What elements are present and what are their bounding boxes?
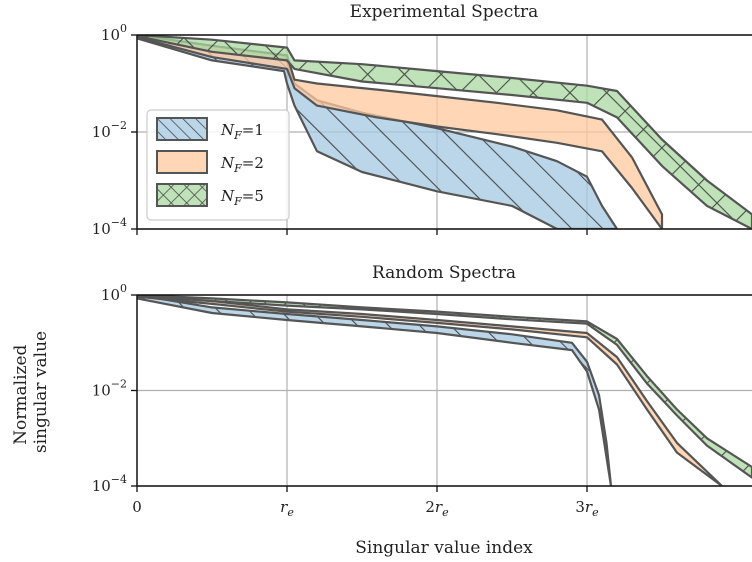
legend-swatch-hatch — [157, 184, 207, 206]
y-tick-exponent: 0 — [120, 22, 127, 35]
y-tick-label: 10−4 — [92, 473, 127, 495]
legend-entry: NF=1 — [156, 117, 264, 142]
y-tick-label: 10−4 — [92, 216, 127, 238]
series-n-f-2-band-outline — [137, 295, 724, 486]
series-n-f-2-band — [137, 35, 664, 229]
legend-label-rest: =2 — [242, 154, 264, 172]
legend-label: NF=1 — [220, 121, 264, 142]
legend-label-sub: F — [233, 162, 242, 175]
series-n-f-2-band-fill — [137, 35, 662, 229]
legend-swatch-hatch — [157, 118, 207, 140]
legend-label: NF=2 — [220, 154, 264, 175]
x-tick-label: 0 — [132, 498, 142, 516]
x-tick-subscript: e — [442, 506, 449, 519]
y-tick-exponent: −2 — [111, 378, 127, 391]
x-tick-symbol: r — [280, 498, 288, 516]
x-tick-symbol: r — [435, 498, 443, 516]
series-n-f-1-band-outline — [137, 295, 613, 486]
series-n-f-2-band — [137, 295, 724, 486]
y-tick-label: 100 — [101, 282, 127, 304]
x-tick-subscript: e — [592, 506, 599, 519]
y-tick-base: 10 — [101, 26, 120, 44]
x-tick-subscript: e — [287, 506, 294, 519]
legend: NF=1NF=2NF=5 — [146, 109, 290, 221]
x-tick-coef: 3 — [575, 498, 585, 516]
series-group — [137, 35, 752, 229]
series-n-f-5-band-outline — [137, 295, 752, 479]
legend-swatch-outline — [156, 183, 208, 207]
y-tick-exponent: −4 — [111, 216, 127, 229]
y-tick-exponent: −2 — [111, 119, 127, 132]
y-tick-exponent: −4 — [111, 473, 127, 486]
y-tick-base: 10 — [92, 477, 111, 495]
y-axis-label-line-2: singular value — [31, 331, 51, 453]
legend-label: NF=5 — [220, 187, 264, 208]
legend-swatch — [157, 151, 207, 173]
axes — [136, 294, 752, 492]
x-tick-coef: 2 — [425, 498, 435, 516]
chart-title: Random Spectra — [372, 263, 516, 283]
series-n-f-1-band — [137, 295, 613, 486]
legend-label-sub: F — [233, 129, 242, 142]
legend-label-sub: F — [233, 195, 242, 208]
x-tick-symbol: r — [585, 498, 593, 516]
series-n-f-2-band-outline — [137, 35, 664, 229]
y-axis-label-line-1: Normalized — [11, 344, 31, 444]
legend-label-main: N — [220, 121, 235, 139]
series-n-f-5-band — [137, 35, 752, 229]
legend-swatch-outline — [156, 117, 208, 141]
y-axis-label: Normalized singular value — [11, 331, 51, 453]
y-tick-exponent: 0 — [120, 282, 127, 295]
y-tick-base: 10 — [92, 220, 111, 238]
x-tick-label: 3re — [575, 498, 599, 519]
x-tick-label: re — [280, 498, 294, 519]
chart-title: Experimental Spectra — [350, 2, 539, 22]
legend-label-main: N — [220, 187, 235, 205]
series-n-f-5-band-hatch — [137, 35, 752, 229]
y-tick-base: 10 — [92, 123, 111, 141]
legend-label-rest: =5 — [242, 187, 264, 205]
x-tick-labels: 0 re 2re 3re — [132, 498, 599, 519]
series-n-f-5-band-outline — [137, 35, 752, 229]
series-n-f-1-band-hatch — [137, 35, 617, 229]
x-tick-label: 2re — [425, 498, 449, 519]
legend-label-main: N — [220, 154, 235, 172]
x-axis-label: Singular value index — [355, 538, 533, 558]
y-tick-label: 10−2 — [92, 119, 127, 141]
legend-entry: NF=2 — [156, 150, 264, 175]
legend-swatch-outline — [156, 150, 208, 174]
series-group — [137, 295, 752, 486]
y-tick-label: 100 — [101, 22, 127, 44]
series-n-f-5-band — [137, 295, 752, 479]
legend-entry: NF=5 — [156, 183, 264, 208]
y-tick-base: 10 — [92, 382, 111, 400]
y-tick-label: 10−2 — [92, 378, 127, 400]
legend-label-rest: =1 — [242, 121, 264, 139]
y-tick-base: 10 — [101, 286, 120, 304]
